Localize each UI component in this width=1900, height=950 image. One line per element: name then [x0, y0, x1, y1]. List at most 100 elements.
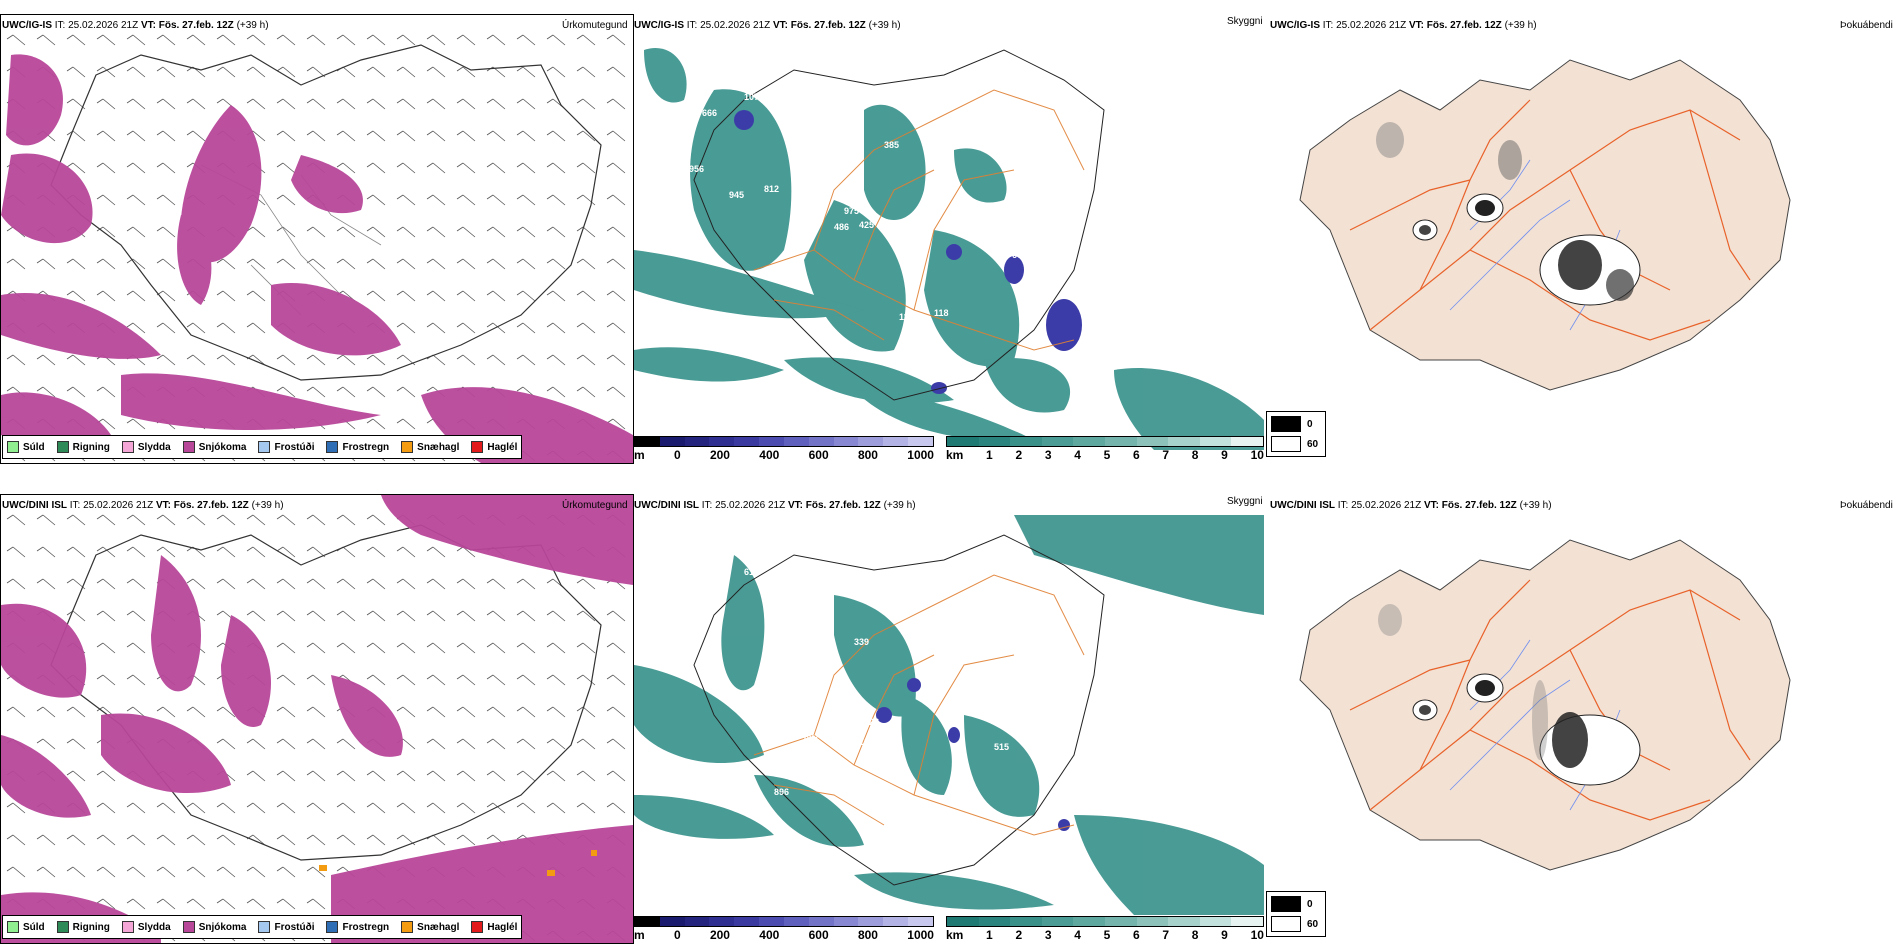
wind-barb: [96, 194, 116, 206]
colorbar-tick: 1: [986, 448, 993, 462]
wind-barb: [576, 226, 596, 238]
wind-barb: [396, 386, 416, 398]
wind-barb: [306, 130, 326, 142]
wind-barb: [486, 194, 506, 206]
wind-barb: [186, 898, 206, 910]
cloud-base-label: 977: [1234, 330, 1249, 340]
wind-barb: [96, 514, 116, 526]
cloud-base-label: 896: [774, 787, 789, 797]
wind-barb: [426, 98, 446, 110]
wind-barb: [96, 674, 116, 686]
wind-barb: [246, 802, 266, 814]
wind-barb: [546, 34, 566, 46]
wind-barb: [516, 98, 536, 110]
wind-barb: [576, 642, 596, 654]
wind-barb: [216, 866, 236, 878]
wind-barb: [126, 418, 146, 430]
wind-barb: [96, 98, 116, 110]
wind-barb: [486, 578, 506, 590]
wind-barb: [126, 226, 146, 238]
wind-barb: [216, 738, 236, 750]
wind-barb: [216, 354, 236, 366]
wind-barb: [576, 610, 596, 622]
wind-barb: [156, 66, 176, 78]
wind-barb: [6, 354, 26, 366]
legend-item: Haglél: [471, 441, 517, 453]
cloud-base-label: 228: [864, 717, 879, 727]
wind-barb: [606, 226, 626, 238]
wind-barb: [66, 162, 86, 174]
wind-barb: [456, 578, 476, 590]
cloud-base-label: 110: [899, 312, 914, 322]
wind-barb: [486, 674, 506, 686]
wind-barb: [426, 642, 446, 654]
wind-barb: [96, 802, 116, 814]
wind-barb: [516, 322, 536, 334]
wind-barb: [516, 770, 536, 782]
wind-barb: [516, 34, 536, 46]
wind-barb: [246, 770, 266, 782]
wind-barb: [246, 322, 266, 334]
cloud-base-label: 153: [999, 217, 1014, 227]
wind-barb: [576, 674, 596, 686]
legend-label: Frostúði: [274, 441, 315, 453]
wind-barb: [246, 610, 266, 622]
wind-barb: [336, 642, 356, 654]
wind-barb: [216, 322, 236, 334]
precip-legend-bottom: Súld Rigning Slydda Snjókoma Frostúði Frostre…: [2, 915, 523, 939]
wind-barb: [6, 514, 26, 526]
wind-barb: [156, 226, 176, 238]
wind-barb: [36, 834, 56, 846]
wind-barb: [156, 130, 176, 142]
colorbar-tick: 3: [1044, 928, 1052, 942]
wind-barb: [576, 578, 596, 590]
wind-barb: [336, 770, 356, 782]
legend-item: Haglél: [471, 921, 517, 933]
colorbar-tick: 7: [1162, 928, 1170, 942]
colorbar-tick: 400: [759, 928, 780, 942]
wind-barb: [126, 802, 146, 814]
wind-barb: [276, 834, 296, 846]
colorbar-tick: 9: [1221, 928, 1228, 942]
cloud-base-label: 618: [744, 567, 759, 577]
wind-barb: [246, 738, 266, 750]
wind-barb: [516, 578, 536, 590]
wind-barb: [516, 738, 536, 750]
legend-label: Snæhagl: [417, 921, 460, 933]
height-colorbar-top: m 0 200 400 600 800 1000: [634, 436, 934, 462]
legend-label: Rigning: [72, 441, 110, 453]
wind-barb: [576, 354, 596, 366]
wind-barb: [186, 322, 206, 334]
wind-barb: [606, 354, 626, 366]
wind-barb: [96, 130, 116, 142]
wind-barb: [96, 642, 116, 654]
wind-barb: [456, 258, 476, 270]
wind-barb: [456, 194, 476, 206]
wind-barb: [456, 674, 476, 686]
wind-barb: [306, 354, 326, 366]
cloud-base-label: 60: [1034, 270, 1044, 280]
wind-barb: [516, 610, 536, 622]
km-colorbar-bottom: km 1 2 3 4 5 6 7 8 9 10: [946, 916, 1264, 942]
colorbar-tick: 1: [986, 928, 993, 942]
wind-barb: [246, 226, 266, 238]
precip-panel-top: UWC/IG-IS IT: 25.02.2026 21Z VT: Fös. 27…: [0, 14, 634, 464]
visibility-map-bottom: 618 339 162 228 312 892 336 896 138 138 515: [634, 515, 1264, 915]
legend-swatch: [7, 441, 19, 453]
wind-barb: [126, 610, 146, 622]
wind-barb: [186, 354, 206, 366]
wind-barb: [366, 34, 386, 46]
cloud-base-label: 425: [859, 220, 874, 230]
legend-item: Frostúði: [258, 921, 314, 933]
legend-swatch: [182, 441, 195, 453]
wind-barb: [546, 770, 566, 782]
wind-barb: [246, 866, 266, 878]
wind-barb: [456, 98, 476, 110]
wind-barb: [156, 546, 176, 558]
wind-barb: [336, 578, 356, 590]
wind-barb: [306, 834, 326, 846]
legend-item: Slydda: [121, 921, 171, 933]
wind-barb: [276, 34, 296, 46]
cloud-base-label: 118: [934, 308, 949, 318]
wind-barb: [306, 98, 326, 110]
